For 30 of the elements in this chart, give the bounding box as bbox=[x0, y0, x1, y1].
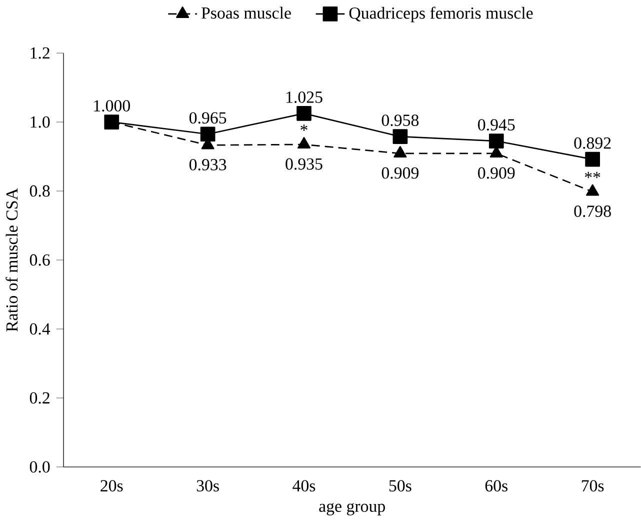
data-label: 1.000 bbox=[94, 100, 130, 112]
data-label: 1.025 bbox=[286, 92, 322, 103]
data-label: 0.909 bbox=[382, 167, 418, 179]
x-tick-label: 40s bbox=[292, 480, 316, 492]
x-axis-title: age group bbox=[319, 503, 385, 516]
y-tick-label: 0.2 bbox=[30, 392, 50, 404]
annotation: ** bbox=[584, 172, 600, 178]
x-tick-label: 20s bbox=[100, 480, 123, 492]
data-label: 0.892 bbox=[574, 137, 611, 149]
x-tick-label: 60s bbox=[485, 480, 508, 492]
legend-label: Psoas muscle bbox=[202, 6, 291, 19]
annotation: * bbox=[300, 124, 308, 131]
x-tick-label: 50s bbox=[389, 480, 412, 492]
data-label: 0.958 bbox=[382, 114, 419, 126]
data-label: 0.798 bbox=[574, 206, 611, 218]
legend-label: Quadriceps femoris muscle bbox=[349, 6, 533, 22]
x-tick-label: 30s bbox=[196, 480, 219, 492]
y-tick-label: 0.0 bbox=[30, 461, 50, 473]
y-tick-label: 0.6 bbox=[30, 254, 50, 266]
x-tick-label: 70s bbox=[582, 480, 604, 492]
y-axis-title: Ratio of muscle CSA bbox=[6, 188, 18, 332]
y-tick-label: 0.8 bbox=[30, 185, 50, 197]
y-tick-label: 1.0 bbox=[30, 116, 50, 128]
data-label: 0.909 bbox=[478, 167, 515, 179]
data-label: 0.945 bbox=[478, 119, 515, 131]
y-tick-label: 0.4 bbox=[30, 323, 50, 335]
data-label: 0.935 bbox=[286, 158, 322, 170]
data-label: 0.933 bbox=[189, 159, 226, 170]
data-label: 0.965 bbox=[189, 112, 226, 124]
y-tick-label: 1.2 bbox=[30, 47, 50, 59]
